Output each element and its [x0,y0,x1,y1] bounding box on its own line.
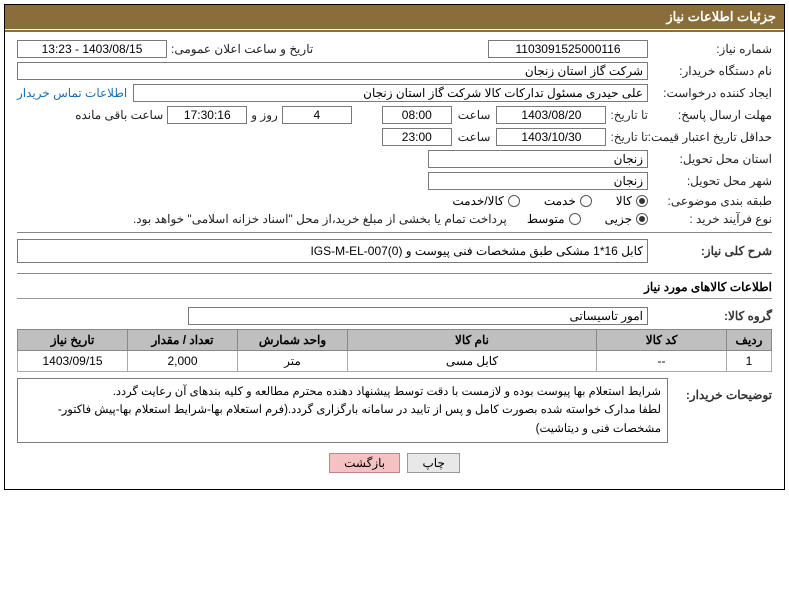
back-button[interactable]: بازگشت [329,453,400,473]
summary-field: کابل 16*1 مشکی طبق مشخصات فنی پیوست و (I… [17,239,648,263]
buyer-notes-line1: شرایط استعلام بها پیوست بوده و لازمست با… [24,383,661,401]
valid-time-field: 23:00 [382,128,452,146]
announce-field: 1403/08/15 - 13:23 [17,40,167,58]
time-label-1: ساعت [458,108,491,122]
reply-date-field: 1403/08/20 [496,106,606,124]
validity-label: حداقل تاریخ اعتبار قیمت: [652,130,772,144]
need-number-label: شماره نیاز: [652,42,772,56]
countdown-field: 17:30:16 [167,106,247,124]
cell-name: کابل مسی [348,351,597,372]
buyer-notes-box: شرایط استعلام بها پیوست بوده و لازمست با… [17,378,668,443]
radio-minor-label: جزیی [605,212,632,226]
panel-title: جزئیات اطلاعات نیاز [5,5,784,30]
summary-label: شرح کلی نیاز: [652,244,772,258]
province-field: زنجان [428,150,648,168]
cell-unit: متر [238,351,348,372]
group-label: گروه کالا: [652,309,772,323]
city-field: زنجان [428,172,648,190]
table-row: 1 -- کابل مسی متر 2,000 1403/09/15 [18,351,772,372]
radio-service[interactable]: خدمت [544,194,592,208]
divider [17,298,772,299]
until-label-1: تا تاریخ: [610,108,648,122]
items-header-row: ردیف کد کالا نام کالا واحد شمارش تعداد /… [18,330,772,351]
radio-goods[interactable]: کالا [616,194,648,208]
city-label: شهر محل تحویل: [652,174,772,188]
days-field: 4 [282,106,352,124]
cell-date: 1403/09/15 [18,351,128,372]
radio-goods-label: کالا [616,194,632,208]
remaining-label: ساعت باقی مانده [75,108,163,122]
cell-row: 1 [727,351,772,372]
items-table: ردیف کد کالا نام کالا واحد شمارش تعداد /… [17,329,772,372]
radio-service-label: خدمت [544,194,576,208]
need-number-field: 1103091525000116 [488,40,648,58]
radio-minor-dot [636,213,648,225]
col-row: ردیف [727,330,772,351]
items-section-title: اطلاعات کالاهای مورد نیاز [17,280,772,294]
process-note: پرداخت تمام یا بخشی از مبلغ خرید،از محل … [133,212,507,226]
radio-both-dot [508,195,520,207]
buyer-notes-label: توضیحات خریدار: [672,378,772,402]
radio-medium[interactable]: متوسط [527,212,581,226]
radio-both[interactable]: کالا/خدمت [452,194,519,208]
radio-goods-dot [636,195,648,207]
requester-label: ایجاد کننده درخواست: [652,86,772,100]
radio-both-label: کالا/خدمت [452,194,503,208]
radio-medium-label: متوسط [527,212,565,226]
col-unit: واحد شمارش [238,330,348,351]
cell-qty: 2,000 [128,351,238,372]
col-code: کد کالا [597,330,727,351]
reply-deadline-label: مهلت ارسال پاسخ: [652,108,772,122]
buyer-notes-line2: لطفا مدارک خواسته شده بصورت کامل و پس از… [24,401,661,438]
button-row: چاپ بازگشت [17,453,772,481]
panel-content: شماره نیاز: 1103091525000116 تاریخ و ساع… [5,30,784,489]
province-label: استان محل تحویل: [652,152,772,166]
radio-medium-dot [569,213,581,225]
main-panel: جزئیات اطلاعات نیاز شماره نیاز: 11030915… [4,4,785,490]
buyer-contact-link[interactable]: اطلاعات تماس خریدار [17,86,127,100]
buyer-org-label: نام دستگاه خریدار: [652,64,772,78]
group-field: امور تاسیساتی [188,307,648,325]
time-label-2: ساعت [458,130,491,144]
reply-time-field: 08:00 [382,106,452,124]
valid-date-field: 1403/10/30 [496,128,606,146]
print-button[interactable]: چاپ [407,453,459,473]
announce-label: تاریخ و ساعت اعلان عمومی: [171,42,313,56]
col-name: نام کالا [348,330,597,351]
process-label: نوع فرآیند خرید : [652,212,772,226]
until-label-2: تا تاریخ: [610,130,648,144]
requester-field: علی حیدری مسئول تدارکات کالا شرکت گاز اس… [133,84,648,102]
buyer-org-field: شرکت گاز استان زنجان [17,62,648,80]
radio-minor[interactable]: جزیی [605,212,648,226]
days-unit-label: روز و [251,108,278,122]
category-label: طبقه بندی موضوعی: [652,194,772,208]
col-date: تاریخ نیاز [18,330,128,351]
cell-code: -- [597,351,727,372]
radio-service-dot [580,195,592,207]
col-qty: تعداد / مقدار [128,330,238,351]
